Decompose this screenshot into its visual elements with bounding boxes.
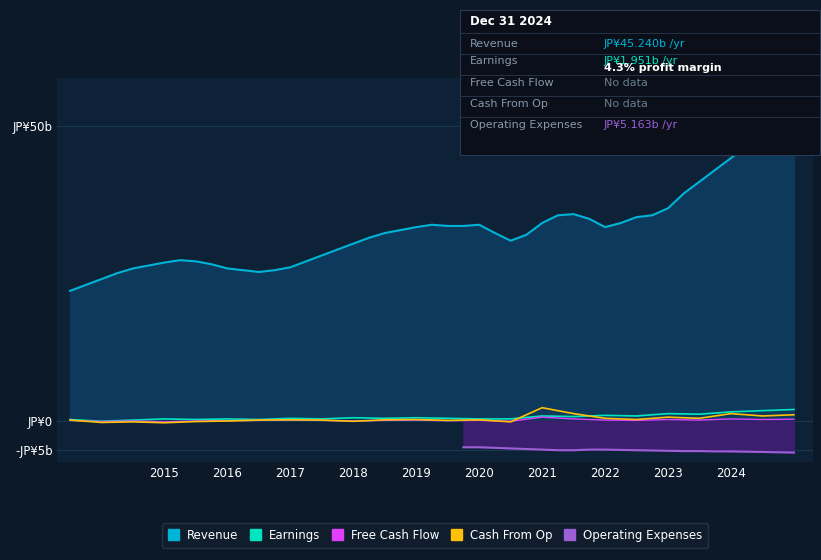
Text: Cash From Op: Cash From Op [470,99,548,109]
Text: JP¥45.240b /yr: JP¥45.240b /yr [603,39,686,49]
Text: No data: No data [603,78,648,88]
Text: 4.3% profit margin: 4.3% profit margin [603,63,722,73]
Text: Operating Expenses: Operating Expenses [470,120,582,130]
Text: Revenue: Revenue [470,39,519,49]
Text: Dec 31 2024: Dec 31 2024 [470,15,552,28]
Text: JP¥1.951b /yr: JP¥1.951b /yr [603,55,678,66]
Legend: Revenue, Earnings, Free Cash Flow, Cash From Op, Operating Expenses: Revenue, Earnings, Free Cash Flow, Cash … [162,524,709,548]
Text: Free Cash Flow: Free Cash Flow [470,78,553,88]
Text: No data: No data [603,99,648,109]
Text: JP¥5.163b /yr: JP¥5.163b /yr [603,120,678,130]
Text: Earnings: Earnings [470,55,518,66]
